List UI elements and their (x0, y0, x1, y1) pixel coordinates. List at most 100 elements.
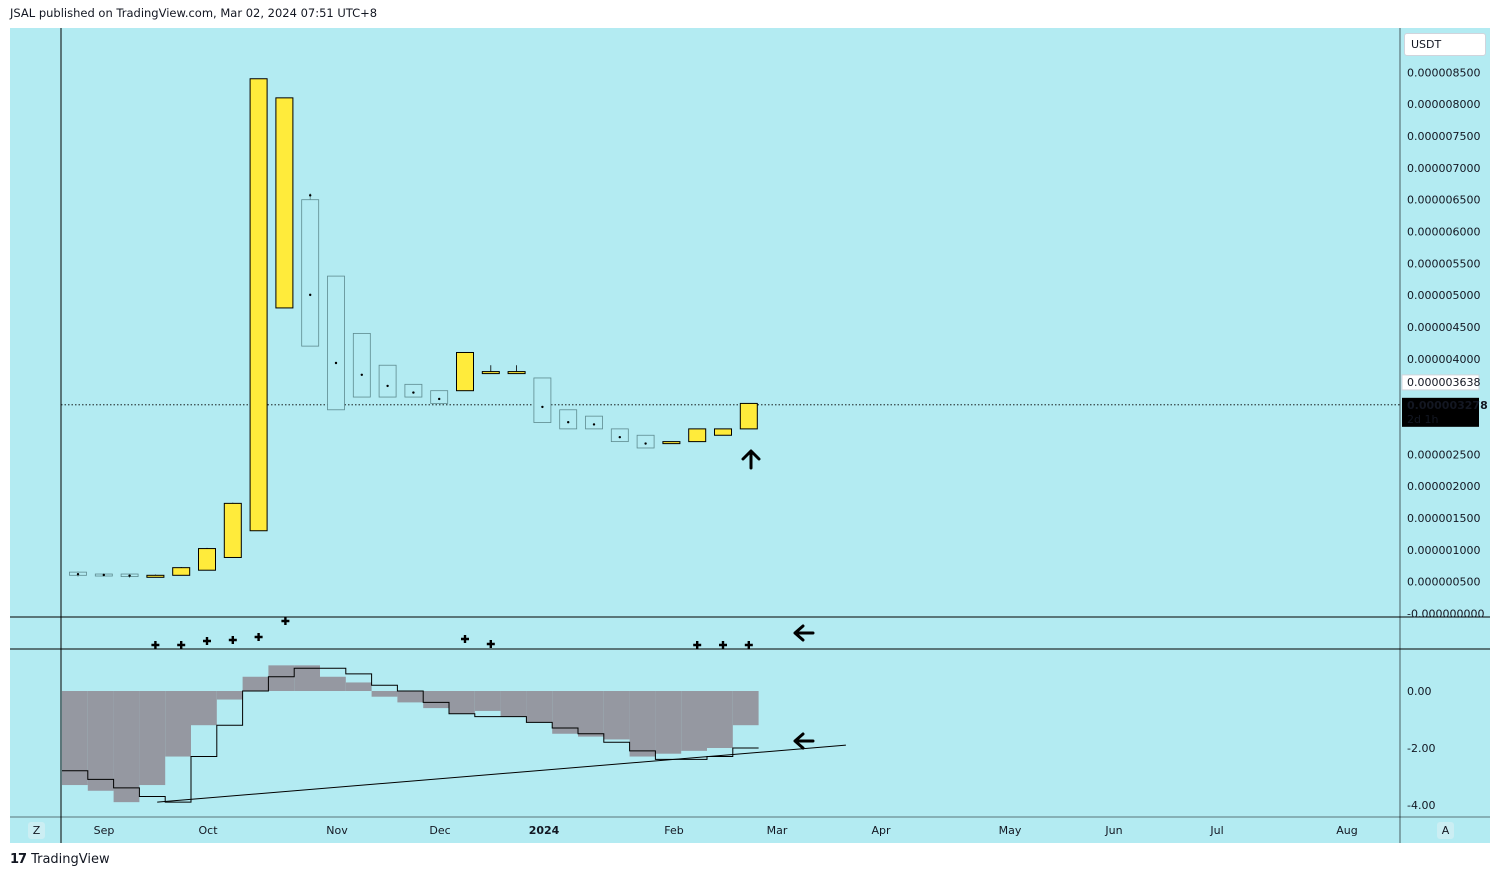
histogram-bar[interactable] (216, 691, 243, 700)
histogram-bar[interactable] (242, 676, 269, 691)
price-tick-label: 0.000008500 (1407, 66, 1480, 79)
candle-up[interactable] (714, 428, 732, 436)
trendline[interactable] (157, 744, 846, 803)
oscillator-tick-label: 0.00 (1407, 685, 1432, 698)
price-tick-label: 0.000001000 (1407, 544, 1480, 557)
histogram-bar[interactable] (655, 691, 682, 754)
price-tick-label: -0.000000000 (1407, 608, 1484, 621)
oscillator-axis[interactable]: 0.00 -2.00 -4.00 (1407, 685, 1435, 812)
time-axis-background (10, 817, 1490, 843)
histogram-bar[interactable] (62, 691, 88, 786)
candle-up[interactable] (739, 402, 758, 430)
candle-up[interactable] (146, 574, 165, 578)
zoom-reset-label: Z (33, 824, 41, 837)
candle-up[interactable] (275, 97, 294, 309)
histogram-bar[interactable] (165, 691, 191, 757)
histogram-bar[interactable] (500, 691, 527, 717)
candle-up[interactable] (662, 441, 681, 445)
histogram-bar[interactable] (113, 691, 140, 803)
price-tick-label: 0.000006000 (1407, 226, 1480, 239)
candle-down[interactable] (378, 364, 397, 398)
candle-dot (438, 397, 441, 401)
plus-marker-icon (151, 641, 160, 649)
histogram-bar[interactable] (320, 676, 346, 691)
plus-marker-icon (719, 641, 727, 649)
candle-up[interactable] (688, 428, 707, 443)
oscillator-tick-label: -4.00 (1407, 799, 1435, 812)
histogram-bar[interactable] (526, 691, 553, 723)
candle-down[interactable] (327, 275, 345, 411)
histogram-bar[interactable] (423, 691, 449, 709)
time-tick-label: Aug (1336, 824, 1357, 837)
time-tick-label: Dec (429, 824, 450, 837)
time-tick-label: Mar (767, 824, 788, 837)
price-axis[interactable]: 0.000008500 0.000008000 0.000007500 0.00000… (1401, 66, 1488, 621)
plus-marker-icon (254, 633, 263, 641)
histogram-bar[interactable] (87, 691, 114, 791)
price-tick-label: 0.000007000 (1407, 162, 1480, 175)
annotations (741, 449, 815, 750)
histogram-bar[interactable] (449, 691, 475, 714)
histogram-bar[interactable] (268, 665, 295, 691)
histogram-bar[interactable] (707, 691, 733, 748)
candle-up[interactable] (249, 78, 268, 532)
marker-pane-background (10, 617, 1400, 649)
histogram-bar[interactable] (294, 665, 320, 691)
time-tick-label: Apr (871, 824, 891, 837)
histogram-bar[interactable] (345, 682, 372, 691)
footer-brand[interactable]: 17 TradingView (10, 852, 110, 867)
zoom-reset-button[interactable] (28, 822, 45, 839)
candle-down[interactable] (430, 390, 449, 404)
price-tick-label: 0.000004000 (1407, 353, 1480, 366)
candle-down[interactable] (636, 434, 655, 449)
time-tick-label: Feb (664, 824, 683, 837)
histogram-bar[interactable] (629, 691, 656, 757)
histogram-bar[interactable] (397, 691, 424, 703)
histogram-bar[interactable] (474, 691, 501, 711)
candle-down[interactable] (404, 383, 423, 398)
candle-up[interactable] (456, 351, 474, 392)
price-tick-label: 0.000006500 (1407, 194, 1480, 207)
candle-up[interactable] (481, 371, 500, 375)
candle-down[interactable] (585, 415, 603, 430)
arrow-left-icon (793, 624, 815, 642)
plus-marker-icon (281, 617, 290, 625)
candle-up[interactable] (507, 371, 526, 375)
plus-marker-icon (693, 641, 702, 649)
histogram-bar[interactable] (139, 691, 166, 786)
price-pane-background (10, 28, 1400, 617)
histogram-bar[interactable] (371, 691, 398, 697)
histogram-bar[interactable] (732, 691, 759, 726)
candle-dot (386, 384, 389, 388)
candle-down[interactable] (301, 199, 320, 347)
price-tick-label: 0.000000500 (1407, 576, 1480, 589)
candle-up[interactable] (223, 502, 242, 558)
histogram-bar[interactable] (681, 691, 707, 751)
tradingview-logo-icon: 17 (10, 852, 27, 867)
candle-dot (309, 194, 312, 197)
candle-dot (541, 405, 544, 409)
time-tick-label: May (999, 824, 1022, 837)
plus-marker-icon (486, 640, 495, 648)
histogram-bar[interactable] (603, 691, 630, 740)
candle-down[interactable] (610, 428, 629, 443)
last-price-tag (1402, 397, 1479, 427)
oscillator-pane[interactable] (62, 665, 846, 803)
candle-dot (592, 423, 596, 426)
plus-marker-icon (228, 636, 237, 644)
histogram-bar[interactable] (578, 691, 604, 737)
candle-down[interactable] (352, 332, 371, 398)
price-pane[interactable] (61, 78, 1400, 578)
brand-name: TradingView (31, 852, 110, 867)
candle-up[interactable] (198, 548, 216, 571)
candle-down[interactable] (559, 409, 578, 430)
publish-line: JSAL published on TradingView.com, Mar 0… (10, 6, 378, 20)
candle-up[interactable] (172, 567, 191, 576)
histogram-bar[interactable] (191, 691, 217, 726)
currency-selector[interactable]: USDT (1404, 33, 1486, 56)
time-axis[interactable]: Sep Oct Nov Dec 2024 Feb Mar Apr May Jun Jul Aug Z A (28, 822, 1454, 839)
auto-scale-button[interactable] (1437, 822, 1454, 839)
candle-down[interactable] (533, 377, 552, 423)
histogram-bar[interactable] (552, 691, 578, 734)
